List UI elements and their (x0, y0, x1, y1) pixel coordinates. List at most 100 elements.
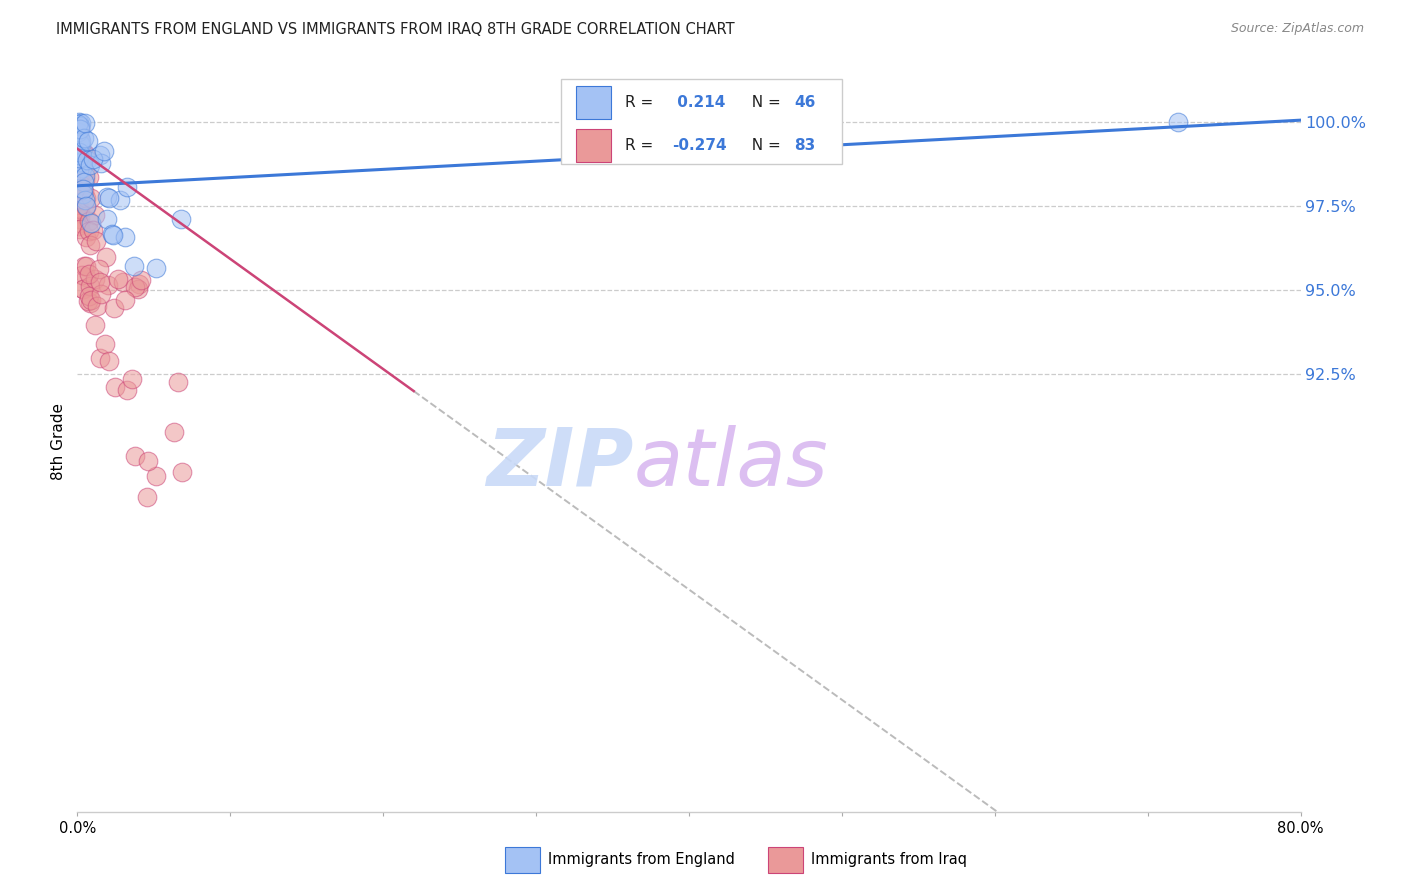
FancyBboxPatch shape (576, 86, 610, 120)
Point (69, 120, 91, 135)
Point (115, 383, 138, 397)
Point (97, 277, 120, 292)
Point (79, 158, 101, 172)
Point (94, 250, 117, 264)
Point (67, 163, 90, 178)
Point (86, 234, 108, 248)
Point (1167, 115, 1189, 129)
Point (70, 178, 93, 193)
Point (82, 153, 104, 167)
Text: ZIP: ZIP (486, 425, 634, 503)
Text: Immigrants from Iraq: Immigrants from Iraq (811, 853, 967, 867)
Point (87, 262, 110, 277)
Point (115, 180, 138, 194)
Point (69, 202, 91, 216)
Point (145, 469, 167, 483)
Point (75, 116, 97, 130)
Point (67, 155, 90, 169)
FancyBboxPatch shape (769, 847, 803, 873)
Point (67, 192, 90, 206)
Point (80, 191, 103, 205)
Point (69, 216, 91, 230)
Point (67, 192, 90, 206)
Point (90, 287, 112, 301)
Point (67, 128, 90, 142)
Point (75, 191, 97, 205)
Point (77, 289, 100, 303)
Point (67, 169, 90, 184)
Point (77, 134, 100, 148)
Point (69, 155, 91, 169)
Point (129, 273, 152, 287)
Point (67, 203, 90, 218)
Point (73, 193, 96, 207)
Point (80, 216, 103, 230)
Text: N =: N = (741, 95, 785, 110)
Point (69, 130, 91, 145)
Point (84, 271, 107, 285)
Point (72, 282, 94, 296)
Point (75, 270, 97, 285)
Point (136, 490, 159, 504)
Point (69, 134, 91, 148)
Point (67, 117, 90, 131)
Point (70, 149, 93, 163)
Text: R =: R = (626, 137, 658, 153)
Point (96, 190, 118, 204)
Point (75, 259, 97, 273)
Point (72, 183, 94, 197)
Point (69, 119, 91, 133)
Point (67, 125, 90, 139)
Point (98, 191, 121, 205)
Point (122, 259, 145, 273)
Point (93, 144, 115, 158)
Point (72, 182, 94, 196)
Point (162, 425, 184, 439)
Point (136, 454, 159, 468)
Point (89, 276, 111, 290)
Point (107, 272, 129, 286)
Point (79, 238, 101, 252)
Point (108, 193, 131, 207)
FancyBboxPatch shape (506, 847, 540, 873)
Point (111, 275, 134, 289)
Point (103, 301, 125, 316)
Point (67, 125, 90, 139)
Point (75, 173, 97, 187)
Point (77, 268, 100, 282)
Point (75, 169, 97, 183)
Point (70, 268, 93, 282)
Point (94, 336, 117, 351)
Point (70, 166, 93, 180)
Point (121, 372, 143, 386)
FancyBboxPatch shape (561, 78, 842, 164)
Text: 46: 46 (794, 95, 815, 110)
Point (104, 380, 127, 394)
Point (79, 296, 101, 310)
Point (69, 122, 91, 136)
Text: Immigrants from England: Immigrants from England (548, 853, 735, 867)
Point (67, 145, 90, 159)
Point (70, 161, 93, 175)
Point (82, 223, 104, 237)
Point (166, 376, 188, 390)
Point (67, 148, 90, 162)
Point (100, 227, 122, 242)
Point (73, 147, 96, 161)
Point (79, 224, 101, 238)
Point (73, 185, 96, 199)
Point (124, 449, 146, 463)
Point (67, 153, 90, 168)
Point (101, 227, 124, 242)
Point (84, 318, 107, 332)
Point (67, 125, 90, 139)
Point (70, 116, 93, 130)
Point (69, 136, 91, 151)
Text: Source: ZipAtlas.com: Source: ZipAtlas.com (1230, 22, 1364, 36)
Point (76, 293, 98, 308)
Point (69, 211, 91, 226)
Point (86, 300, 108, 314)
Point (77, 213, 100, 227)
Text: 83: 83 (794, 137, 815, 153)
Point (77, 169, 100, 184)
